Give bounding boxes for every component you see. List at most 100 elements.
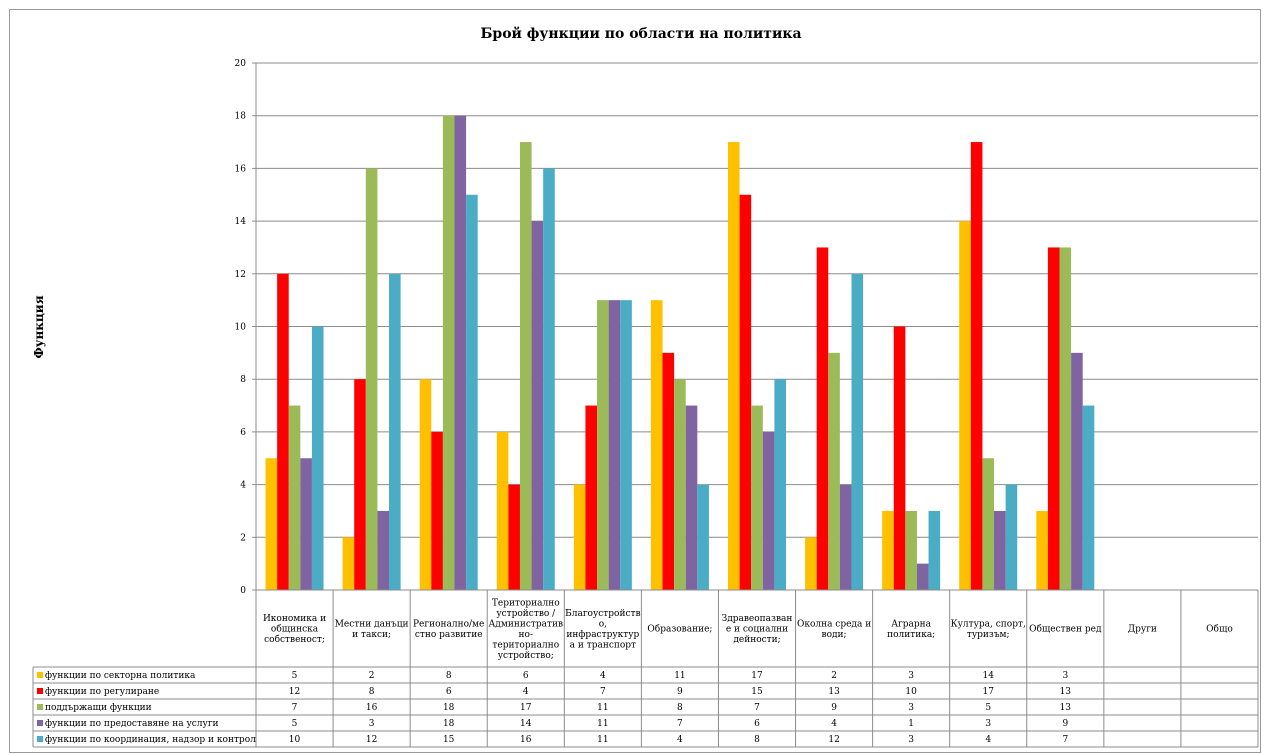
bar xyxy=(882,510,894,590)
bar xyxy=(377,510,390,590)
data-label: 5 xyxy=(985,703,991,713)
bar xyxy=(762,431,775,590)
data-label: 7 xyxy=(292,703,298,713)
category-label-line: Икономика и xyxy=(263,614,326,624)
bar xyxy=(739,194,752,590)
data-label: 13 xyxy=(1060,687,1072,697)
legend-key xyxy=(37,736,43,742)
bar xyxy=(342,537,355,590)
bar xyxy=(277,273,289,590)
data-label: 16 xyxy=(520,735,532,745)
category-label-line: Образование; xyxy=(647,624,712,635)
data-label: 3 xyxy=(369,719,375,729)
bar xyxy=(650,300,663,590)
category-label-line: Обществен ред xyxy=(1029,624,1102,635)
y-tick-label: 18 xyxy=(235,112,247,122)
bar xyxy=(311,326,324,590)
legend-key xyxy=(37,672,43,678)
bar xyxy=(1047,247,1060,590)
data-label: 8 xyxy=(369,687,375,697)
category-label: Здравеопазван е и социални дейности; xyxy=(722,614,793,645)
category-label-line: Околна среда и xyxy=(797,619,871,629)
data-label: 4 xyxy=(600,671,606,681)
bar xyxy=(1036,510,1048,590)
category-label-line: политика; xyxy=(887,630,935,640)
y-tick-label: 8 xyxy=(240,375,246,385)
y-tick-label: 12 xyxy=(235,270,246,280)
legend-label: функции по секторна политика xyxy=(45,671,196,681)
category-label: Общо xyxy=(1206,624,1233,635)
data-label: 1 xyxy=(908,719,914,729)
category-label-line: Местни данъци xyxy=(335,619,409,629)
category-label-line: Аграрна xyxy=(891,619,931,629)
category-label-line: териториално xyxy=(492,640,559,650)
category-label: Култура, спорт, туризъм; xyxy=(951,619,1026,640)
data-label: 3 xyxy=(908,671,914,681)
data-label: 13 xyxy=(1060,703,1072,713)
bar xyxy=(851,273,864,590)
bar xyxy=(531,221,544,590)
category-label-line: Култура, спорт, xyxy=(951,619,1026,629)
category-label-line: е и социални xyxy=(726,625,788,635)
data-label: 15 xyxy=(751,687,763,697)
bar xyxy=(519,142,532,591)
data-label: 4 xyxy=(985,735,991,745)
data-label: 11 xyxy=(597,735,608,745)
legend-key xyxy=(37,704,43,710)
category-label-line: Здравеопазван xyxy=(722,614,793,624)
bar xyxy=(728,142,740,591)
data-label: 3 xyxy=(985,719,991,729)
bar xyxy=(508,484,520,590)
category-label-line: и такси; xyxy=(352,630,391,640)
data-label: 9 xyxy=(1062,719,1068,729)
data-table: Икономика и общинска собственост; Местни да… xyxy=(32,589,1259,748)
y-tick-label: 16 xyxy=(235,164,247,174)
data-label: 3 xyxy=(1062,671,1068,681)
category-label-line: о, xyxy=(599,619,607,629)
data-label: 14 xyxy=(983,671,995,681)
data-label: 7 xyxy=(1062,735,1068,745)
axes: 0 2 4 6 8 10 12 14 16 18 20 xyxy=(235,59,257,596)
data-label: 6 xyxy=(446,687,452,697)
bar xyxy=(365,168,378,590)
bar xyxy=(354,379,366,590)
data-label: 15 xyxy=(443,735,455,745)
bar xyxy=(905,510,917,590)
category-label-line: а и транспорт xyxy=(570,640,636,650)
bar xyxy=(300,458,312,590)
data-label: 11 xyxy=(674,671,685,681)
data-label: 11 xyxy=(597,719,608,729)
y-tick-label: 0 xyxy=(240,586,246,596)
data-label: 18 xyxy=(443,703,455,713)
bar xyxy=(1059,247,1072,590)
category-label-line: Общо xyxy=(1206,624,1233,635)
bar xyxy=(608,300,621,590)
category-label: Други xyxy=(1128,625,1157,635)
bar xyxy=(893,326,906,590)
data-label: 8 xyxy=(446,671,452,681)
bar xyxy=(543,168,555,590)
data-label: 3 xyxy=(908,735,914,745)
bar xyxy=(816,247,829,590)
bar xyxy=(466,194,478,590)
y-tick-label: 4 xyxy=(240,481,246,491)
bar xyxy=(1082,405,1095,590)
data-label: 2 xyxy=(831,671,837,681)
data-label: 9 xyxy=(831,703,837,713)
data-label: 4 xyxy=(677,735,683,745)
bar xyxy=(573,484,586,590)
category-label-line: Други xyxy=(1128,625,1157,635)
category-label: Икономика и общинска собственост; xyxy=(263,614,326,645)
data-label: 16 xyxy=(366,703,378,713)
category-label: Местни данъци и такси; xyxy=(335,619,409,640)
category-label-line: но- xyxy=(519,630,533,640)
category-label-line: Регионално/ме xyxy=(413,619,484,629)
bar xyxy=(620,300,632,590)
bar xyxy=(697,484,709,590)
data-label: 17 xyxy=(520,703,532,713)
data-label: 4 xyxy=(523,687,529,697)
y-tick-label: 14 xyxy=(235,217,247,227)
bar xyxy=(959,221,971,590)
category-label-line: инфраструктур xyxy=(566,630,639,640)
